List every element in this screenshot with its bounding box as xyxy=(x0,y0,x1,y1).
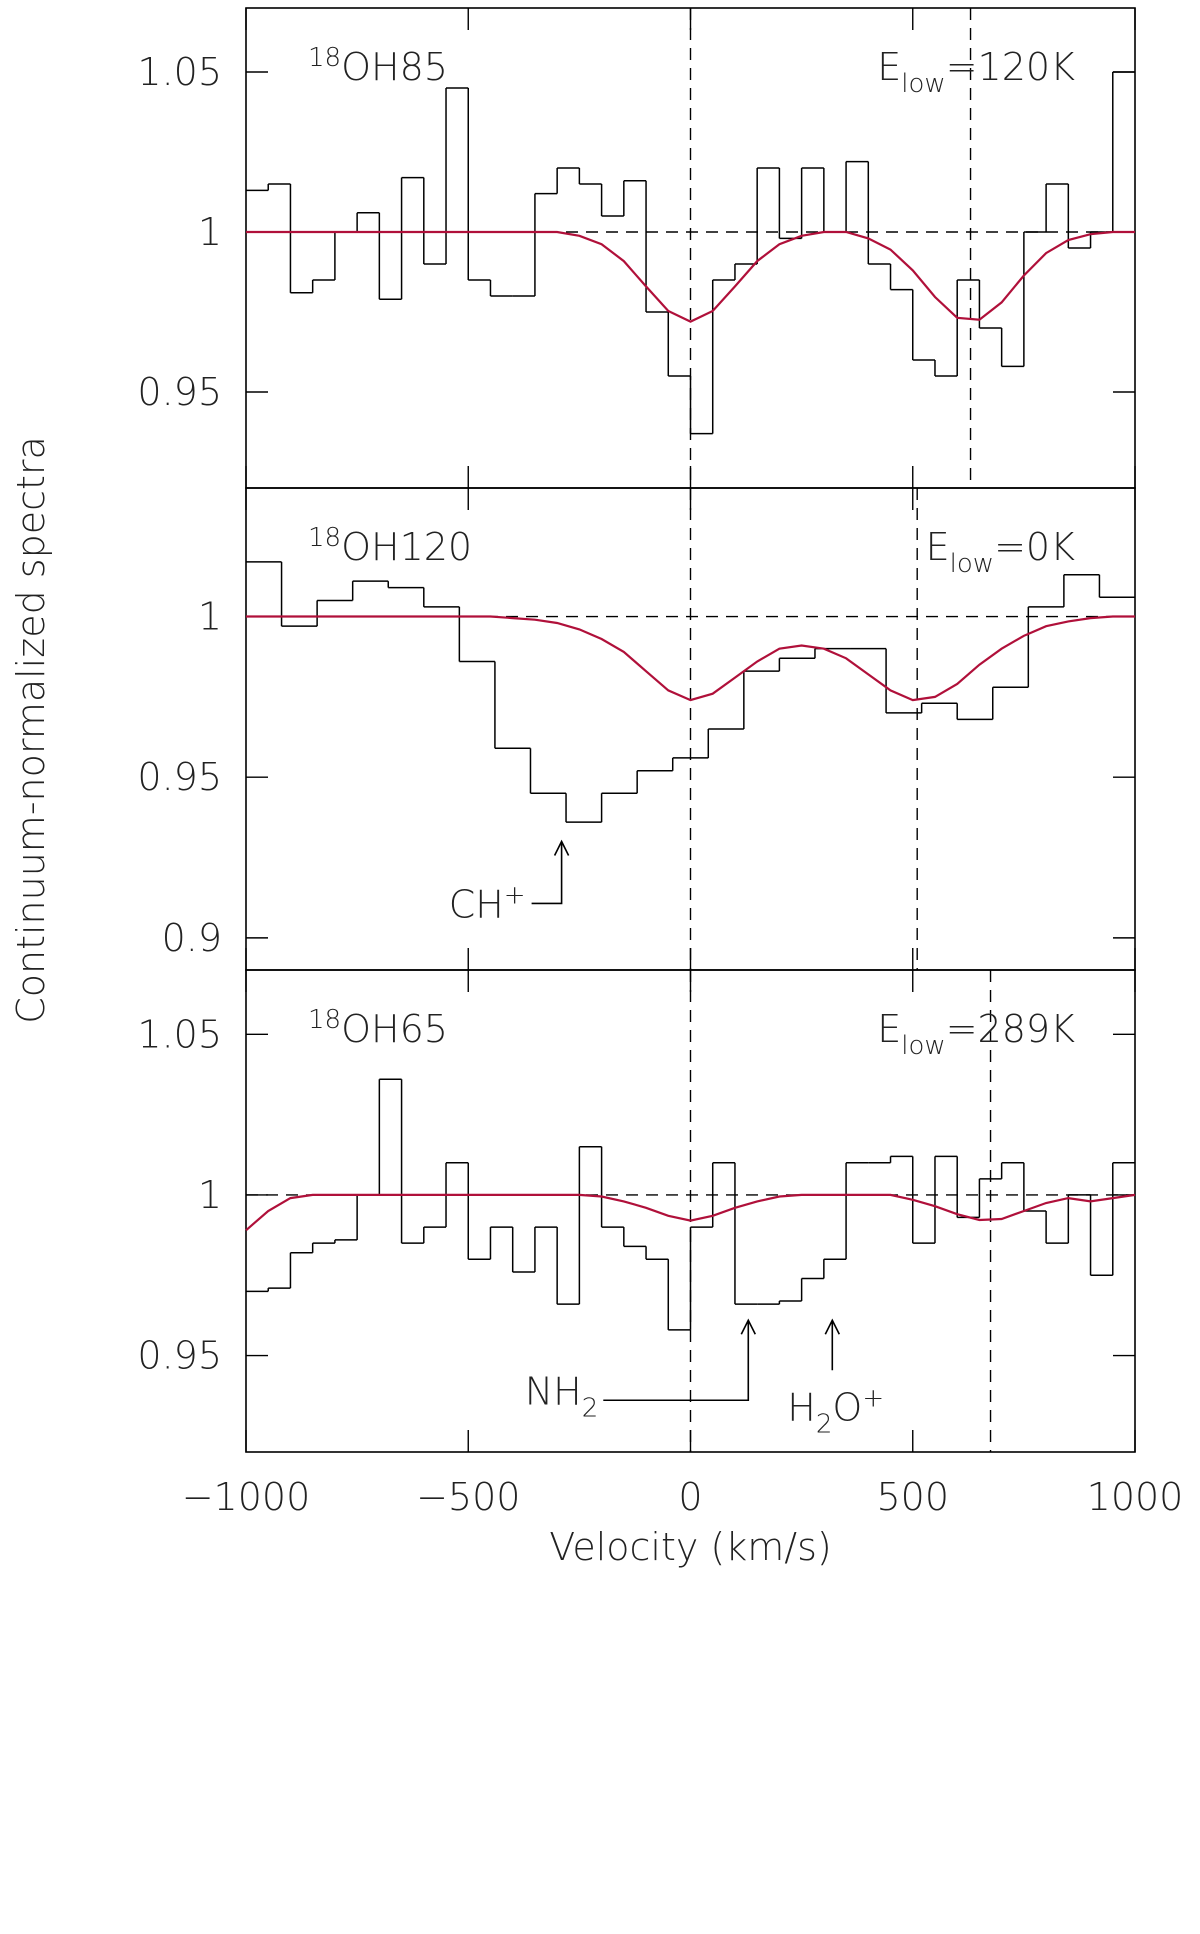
y-tick-label: 0.95 xyxy=(137,1334,222,1378)
model-curve xyxy=(246,615,1135,702)
energy-label-part: E xyxy=(877,45,901,89)
x-tick-label: 500 xyxy=(876,1475,949,1519)
x-tick-label: −1000 xyxy=(182,1475,311,1519)
y-tick-label: 1 xyxy=(198,1173,222,1217)
annotation-label-part: NH xyxy=(525,1369,582,1413)
energy-label-part: E xyxy=(926,525,950,569)
annotation-label-part: O xyxy=(832,1385,862,1429)
energy-label-part: =0K xyxy=(994,525,1075,569)
y-tick-label: 0.95 xyxy=(137,755,222,799)
model-curve xyxy=(245,1193,1136,1232)
panel-label-part: 18 xyxy=(308,523,341,553)
annotation-label-part: 2 xyxy=(816,1409,833,1439)
annotation-label-part: + xyxy=(504,880,526,910)
annotation-line xyxy=(531,841,563,905)
y-tick-label: 1 xyxy=(198,595,222,639)
annotation-label-part: 2 xyxy=(582,1393,599,1423)
panel-label-part: OH120 xyxy=(341,525,472,569)
panel-label: 18OH85 xyxy=(308,43,448,89)
energy-label-part: low xyxy=(901,1031,945,1061)
annotation xyxy=(824,1318,841,1371)
panel-label-part: 18 xyxy=(308,43,341,73)
y-tick-label: 0.9 xyxy=(162,916,222,960)
annotation-line xyxy=(603,1320,750,1402)
energy-label-part: E xyxy=(877,1007,901,1051)
x-tick-label: −500 xyxy=(416,1475,520,1519)
annotation-label: H2O+ xyxy=(787,1383,884,1439)
annotation-label-part: + xyxy=(862,1383,884,1413)
annotation-label: NH2 xyxy=(525,1369,599,1423)
y-tick-label: 1.05 xyxy=(137,1012,222,1056)
y-tick-label: 1.05 xyxy=(137,50,222,94)
energy-label: Elow=0K xyxy=(926,525,1075,579)
panel-label: 18OH120 xyxy=(308,523,472,569)
annotation-arrowhead xyxy=(824,1318,841,1335)
annotation xyxy=(531,839,570,905)
x-tick-label: 1000 xyxy=(1087,1475,1184,1519)
model-curve xyxy=(246,230,1135,323)
energy-label-part: low xyxy=(950,549,994,579)
energy-label: Elow=120K xyxy=(877,45,1075,99)
panel-label-part: OH85 xyxy=(341,45,448,89)
x-axis-label: Velocity (km/s) xyxy=(549,1525,831,1569)
energy-label: Elow=289K xyxy=(877,1007,1075,1061)
annotation-label-part: H xyxy=(787,1385,816,1429)
panel-label: 18OH65 xyxy=(308,1005,448,1051)
energy-label-part: =289K xyxy=(946,1007,1075,1051)
panel-label-part: OH65 xyxy=(341,1007,448,1051)
annotation-label-part: CH xyxy=(449,882,504,926)
annotation xyxy=(603,1318,757,1402)
y-tick-label: 1 xyxy=(198,210,222,254)
y-axis-label: Continuum-normalized spectra xyxy=(9,436,53,1024)
panel-label-part: 18 xyxy=(308,1005,341,1035)
annotation-label: CH+ xyxy=(449,880,526,926)
energy-label-part: low xyxy=(901,69,945,99)
y-tick-label: 0.95 xyxy=(137,370,222,414)
energy-label-part: =120K xyxy=(946,45,1075,89)
x-tick-label: 0 xyxy=(678,1475,702,1519)
annotation-arrowhead xyxy=(740,1318,757,1335)
